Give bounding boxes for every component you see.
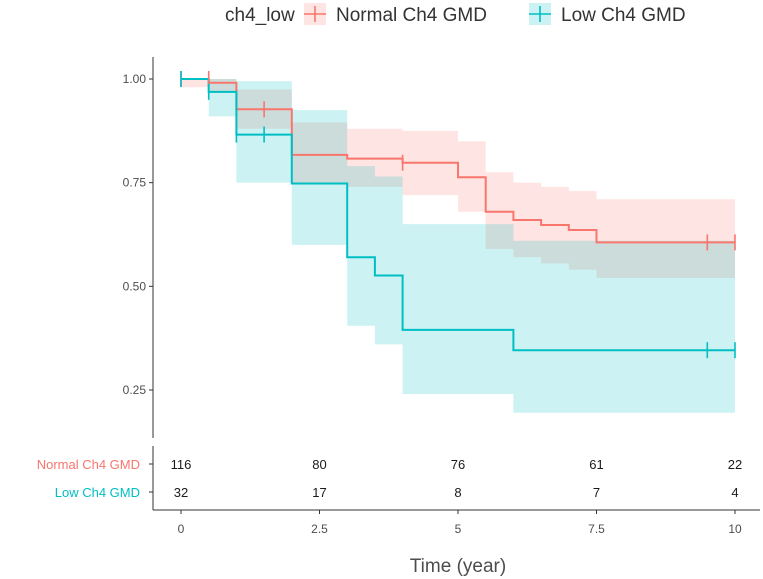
risk-count-normal-1: 80: [312, 457, 326, 472]
survival-curve-low: [181, 78, 735, 352]
legend-key-normal: [304, 3, 326, 25]
risk-count-normal-2: 76: [451, 457, 465, 472]
legend-entry-normal: Normal Ch4 GMD: [336, 5, 487, 26]
risk-row-label-normal: Normal Ch4 GMD: [37, 457, 140, 472]
risk-count-low-3: 7: [593, 485, 600, 500]
x-tick-label-4: 10: [728, 522, 742, 536]
risk-count-low-2: 8: [454, 485, 461, 500]
plot-area: 0.25 0.50 0.75 1.00: [123, 57, 736, 438]
confidence-band-low: [181, 79, 735, 413]
x-tick-label-1: 2.5: [311, 522, 328, 536]
y-tick-label-2: 0.75: [123, 176, 147, 190]
legend-key-low: [529, 3, 551, 25]
risk-count-low-4: 4: [731, 485, 738, 500]
risk-count-normal-3: 61: [589, 457, 603, 472]
x-tick-label-3: 7.5: [588, 522, 605, 536]
risk-row-label-low: Low Ch4 GMD: [55, 485, 140, 500]
y-tick-label-1: 0.50: [123, 279, 147, 293]
risk-count-low-1: 17: [312, 485, 326, 500]
legend-entry-low: Low Ch4 GMD: [561, 5, 686, 26]
risk-count-normal-4: 22: [728, 457, 742, 472]
risk-count-low-0: 32: [174, 485, 188, 500]
x-tick-label-2: 5: [455, 522, 462, 536]
confidence-band-normal: [181, 79, 735, 279]
x-tick-label-0: 0: [178, 522, 185, 536]
y-tick-label-0: 0.25: [123, 383, 147, 397]
y-tick-label-3: 1.00: [123, 72, 147, 86]
x-axis: 0 2.5 5 7.5 10: [149, 446, 760, 536]
y-axis: 0.25 0.50 0.75 1.00: [123, 57, 154, 438]
legend-title: ch4_low: [225, 5, 295, 26]
legend: ch4_low Normal Ch4 GMD Low Ch4 GMD: [225, 3, 686, 26]
risk-count-normal-0: 116: [171, 457, 192, 472]
x-axis-label: Time (year): [410, 556, 506, 577]
